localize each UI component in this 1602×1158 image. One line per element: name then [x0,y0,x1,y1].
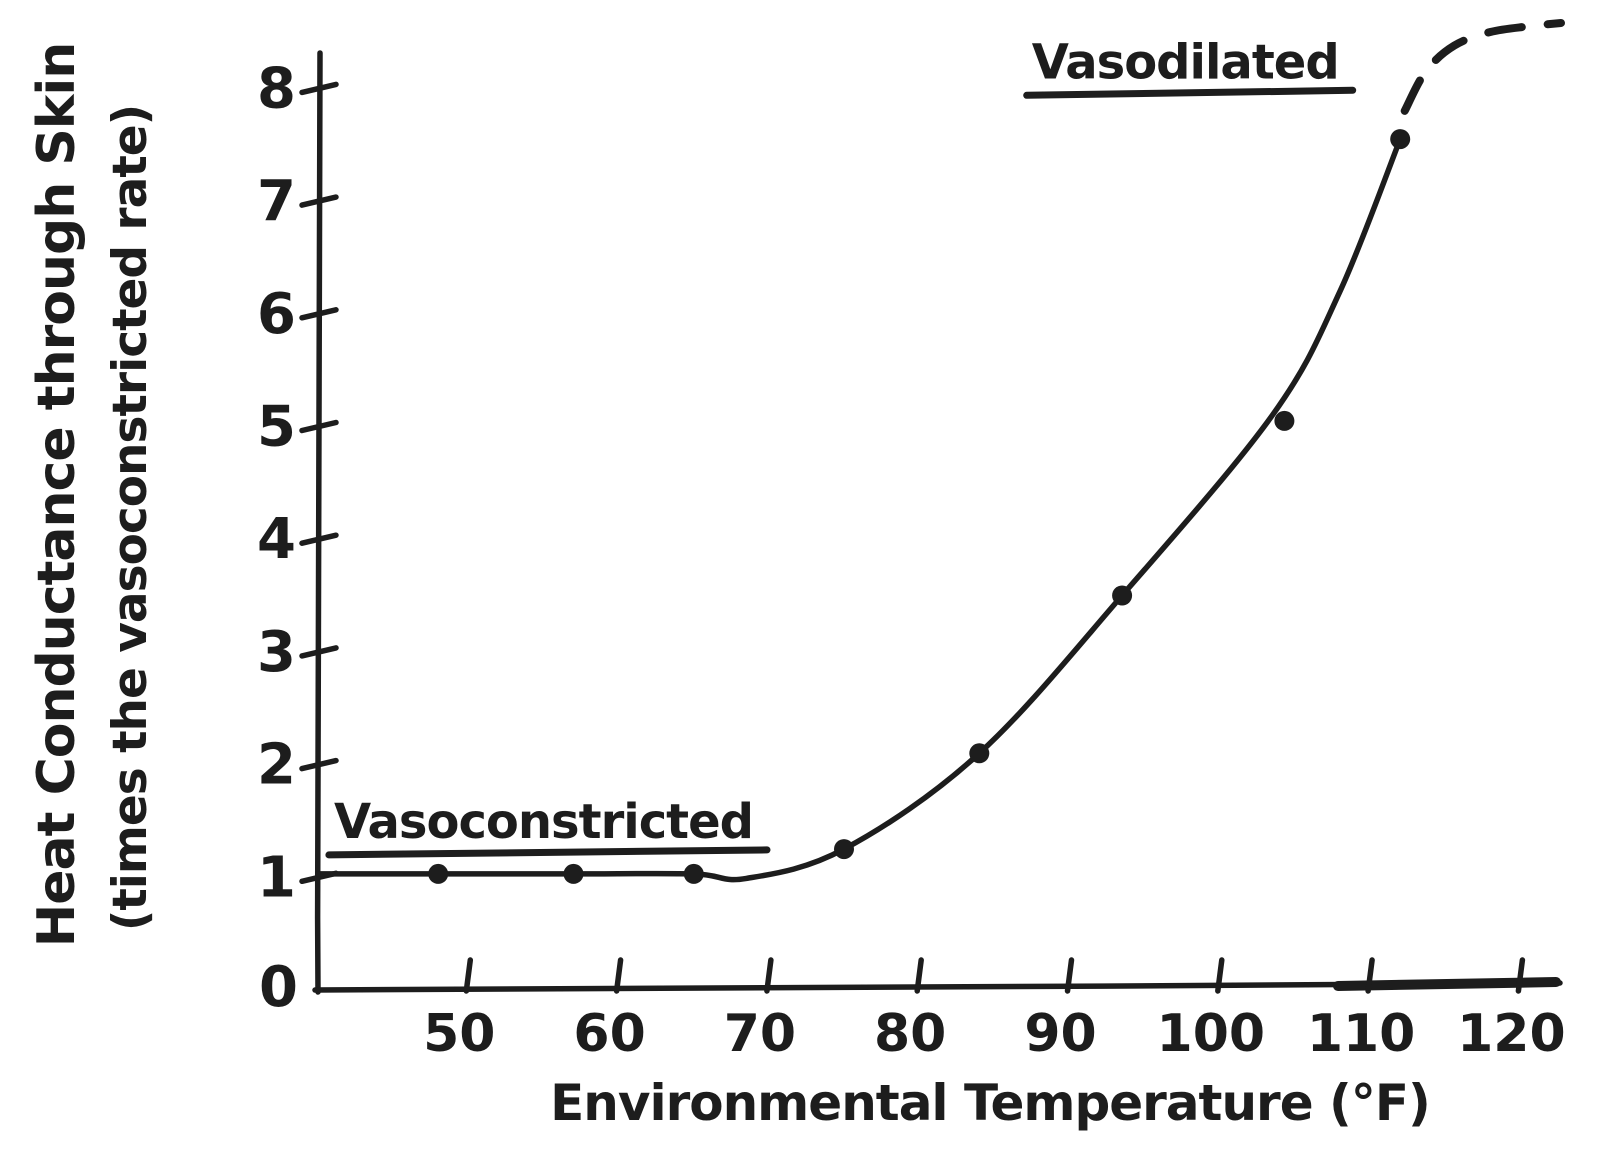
y-tick [299,532,339,546]
y-tick [299,194,339,208]
data-point [1112,585,1133,606]
curve-extrapolated [1400,19,1565,115]
x-tick [1064,957,1075,994]
y-tick-label: 3 [257,620,296,685]
y-tick-label: 8 [257,56,296,121]
annotation-underline [1023,86,1357,99]
y-tick-label: 6 [257,282,296,347]
x-tick-label: 50 [423,1004,495,1064]
annotation-vasodilated: Vasodilated [1032,34,1339,90]
annotations-layer: Vasoconstricted Vasodilated [325,34,1357,859]
x-tick [1515,957,1526,994]
x-tick-label: 110 [1307,1004,1416,1064]
x-tick-label: 100 [1157,1004,1266,1064]
origin-tick-label: 0 [259,955,298,1020]
annotation-vasoconstricted: Vasoconstricted [334,794,753,850]
data-point [428,863,449,884]
y-tick [299,419,339,434]
y-tick-label: 7 [257,169,296,234]
y-tick-label: 1 [257,845,296,910]
y-tick-label: 2 [257,733,296,798]
x-tick-label: 80 [874,1004,946,1064]
x-tick [914,957,924,994]
data-point [969,743,990,764]
annotation-underline [325,846,771,859]
data-point [683,863,704,884]
x-axis-label: Environmental Temperature (°F) [550,1074,1430,1132]
y-tick-label: 4 [257,507,296,572]
x-tick-label: 70 [724,1004,796,1064]
x-tick-label: 60 [573,1004,645,1064]
y-ticks-layer: 1 2 3 4 5 6 7 8 [257,56,339,910]
x-tick [1215,957,1225,994]
curve-measured [315,136,1403,883]
x-tick-label: 120 [1457,1004,1566,1064]
data-point [834,839,854,860]
x-tick-label: 90 [1024,1004,1096,1064]
y-tick [299,307,339,321]
data-point [563,863,584,884]
x-tick [764,957,774,994]
y-tick [299,81,339,96]
series-layer [315,19,1565,884]
data-point [1390,129,1411,150]
y-tick-label: 5 [257,395,296,460]
data-point [1274,410,1295,431]
x-ticks-layer: 50 60 70 80 90 100 110 120 [423,957,1566,1064]
x-tick [1365,957,1375,994]
y-axis-label-line2: (times the vasoconstricted rate) [103,105,158,931]
y-tick [299,757,339,772]
y-axis-label-line1: Heat Conductance through Skin [27,43,87,947]
y-tick [299,645,339,659]
x-tick [613,957,624,994]
x-tick [463,957,474,994]
y-axis-line [314,50,323,995]
